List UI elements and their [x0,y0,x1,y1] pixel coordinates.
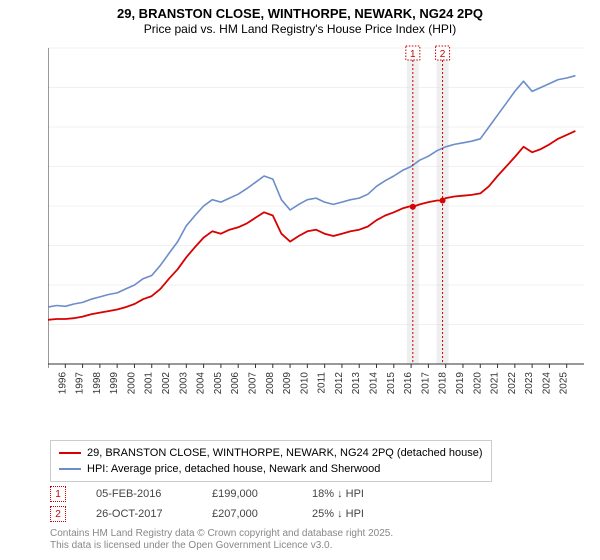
svg-text:2000: 2000 [126,372,137,395]
svg-text:2006: 2006 [230,372,241,395]
marker-id-box: 1 [50,486,66,502]
svg-text:2004: 2004 [196,372,207,395]
svg-text:1: 1 [410,49,416,60]
svg-text:2016: 2016 [403,372,414,395]
marker-date: 26-OCT-2017 [96,508,182,520]
svg-text:1997: 1997 [75,372,86,395]
legend-swatch [59,468,81,470]
svg-text:2013: 2013 [351,372,362,395]
legend-label: 29, BRANSTON CLOSE, WINTHORPE, NEWARK, N… [87,445,483,461]
legend-swatch [59,452,81,454]
svg-text:2014: 2014 [369,372,380,395]
svg-text:1998: 1998 [92,372,103,395]
legend-row: 29, BRANSTON CLOSE, WINTHORPE, NEWARK, N… [59,445,483,461]
marker-price: £207,000 [212,508,282,520]
legend-row: HPI: Average price, detached house, Newa… [59,461,483,477]
footnote-line1: Contains HM Land Registry data © Crown c… [50,528,393,540]
svg-text:2003: 2003 [178,372,189,395]
line-chart-svg: £0£50k£100k£150k£200k£250k£300k£350k£400… [48,44,588,404]
svg-text:2009: 2009 [282,372,293,395]
legend-box: 29, BRANSTON CLOSE, WINTHORPE, NEWARK, N… [50,440,492,482]
svg-text:2025: 2025 [559,372,570,395]
svg-text:2007: 2007 [247,372,258,395]
marker-date: 05-FEB-2016 [96,488,182,500]
footnote-line2: This data is licensed under the Open Gov… [50,540,393,552]
marker-row: 1 05-FEB-2016 £199,000 18% ↓ HPI [50,484,364,504]
svg-text:2002: 2002 [161,372,172,395]
chart-plot-area: £0£50k£100k£150k£200k£250k£300k£350k£400… [48,44,588,404]
svg-text:2024: 2024 [541,372,552,395]
svg-text:2015: 2015 [386,372,397,395]
svg-text:2011: 2011 [317,372,328,394]
svg-text:2018: 2018 [438,372,449,395]
svg-text:2021: 2021 [490,372,501,395]
svg-text:2008: 2008 [265,372,276,395]
svg-text:2017: 2017 [420,372,431,395]
marker-delta: 18% ↓ HPI [312,488,364,500]
svg-text:1996: 1996 [57,372,68,395]
legend-label: HPI: Average price, detached house, Newa… [87,461,380,477]
chart-subtitle: Price paid vs. HM Land Registry's House … [0,22,600,36]
marker-table: 1 05-FEB-2016 £199,000 18% ↓ HPI 2 26-OCT-201… [50,484,364,524]
svg-text:2001: 2001 [144,372,155,395]
svg-text:2023: 2023 [524,372,535,395]
svg-text:1995: 1995 [48,372,51,395]
svg-text:2010: 2010 [299,372,310,395]
marker-delta: 25% ↓ HPI [312,508,364,520]
chart-title-block: 29, BRANSTON CLOSE, WINTHORPE, NEWARK, N… [0,0,600,36]
marker-id-box: 2 [50,506,66,522]
svg-text:2020: 2020 [472,372,483,395]
svg-text:1999: 1999 [109,372,120,395]
svg-text:2012: 2012 [334,372,345,395]
svg-text:2005: 2005 [213,372,224,395]
marker-row: 2 26-OCT-2017 £207,000 25% ↓ HPI [50,504,364,524]
marker-price: £199,000 [212,488,282,500]
chart-title: 29, BRANSTON CLOSE, WINTHORPE, NEWARK, N… [0,6,600,21]
svg-text:2: 2 [440,49,446,60]
svg-text:2019: 2019 [455,372,466,395]
footnote: Contains HM Land Registry data © Crown c… [50,528,393,552]
svg-text:2022: 2022 [507,372,518,395]
